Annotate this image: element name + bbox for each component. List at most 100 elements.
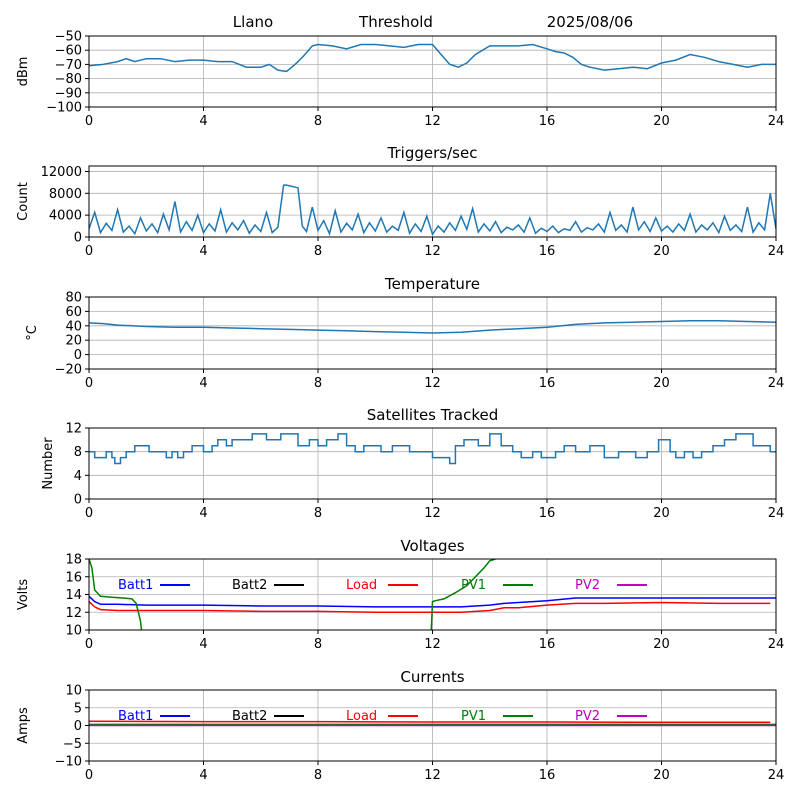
xtick-label: 24 — [768, 768, 785, 783]
ytick-label: −5 — [63, 737, 82, 752]
xtick-label: 0 — [85, 768, 93, 783]
ytick-label: −90 — [55, 86, 82, 101]
xtick-label: 8 — [314, 637, 322, 652]
ytick-label: 4000 — [49, 209, 82, 224]
ytick-label: 12 — [65, 606, 82, 621]
series-line-threshold — [89, 43, 776, 73]
xtick-label: 20 — [653, 768, 670, 783]
panel-title: Currents — [400, 668, 464, 686]
series-line-triggers — [89, 184, 776, 237]
ytick-label: −50 — [55, 30, 82, 45]
xtick-label: 24 — [768, 506, 785, 521]
xtick-label: 12 — [424, 244, 441, 259]
ytick-label: 18 — [65, 553, 82, 568]
xtick-label: 24 — [768, 244, 785, 259]
ytick-label: 5 — [74, 701, 82, 716]
ytick-label: −100 — [46, 101, 82, 116]
panel-voltages: 0 4 8 12 16 20 24 10 12 14 16 18 Volts Voltages Batt1 B… — [16, 537, 784, 652]
ytick-label: 14 — [65, 588, 82, 603]
xtick-label: 16 — [539, 376, 556, 391]
xtick-label: 8 — [314, 506, 322, 521]
xtick-label: 8 — [314, 114, 322, 129]
axis-ylabel: °C — [25, 325, 40, 341]
ytick-label: 0 — [74, 719, 82, 734]
xtick-label: 0 — [85, 637, 93, 652]
header-station: Llano — [233, 13, 273, 31]
legend-label-pv2: PV2 — [575, 709, 600, 724]
ytick-label: 10 — [65, 684, 82, 699]
panel-currents: 0 4 8 12 16 20 24 −10 −5 0 5 10 Amps Currents Batt1 Bat… — [16, 668, 784, 783]
ytick-label: 8 — [74, 445, 82, 460]
xtick-label: 16 — [539, 244, 556, 259]
xtick-label: 8 — [314, 768, 322, 783]
xtick-label: 20 — [653, 114, 670, 129]
xtick-label: 24 — [768, 637, 785, 652]
xtick-label: 16 — [539, 768, 556, 783]
legend-label-pv1: PV1 — [461, 578, 486, 593]
xtick-label: 24 — [768, 376, 785, 391]
series-line-batt1 — [89, 595, 776, 608]
ytick-label: 40 — [65, 319, 82, 334]
ytick-label: 20 — [65, 334, 82, 349]
ytick-label: 0 — [74, 493, 82, 508]
xtick-label: 20 — [653, 376, 670, 391]
xtick-label: 12 — [424, 637, 441, 652]
ytick-label: 12000 — [41, 165, 82, 180]
axis-ylabel: Count — [16, 182, 31, 221]
xtick-label: 16 — [539, 114, 556, 129]
xtick-label: 0 — [85, 244, 93, 259]
header-date: 2025/08/06 — [547, 13, 633, 31]
xtick-label: 0 — [85, 506, 93, 521]
xtick-label: 4 — [199, 506, 207, 521]
panel-title: Voltages — [400, 537, 464, 555]
axis-ylabel: Amps — [16, 707, 31, 744]
legend-label-load: Load — [346, 709, 377, 724]
xtick-label: 20 — [653, 637, 670, 652]
axis-ylabel: Number — [41, 437, 56, 490]
ytick-label: 12 — [65, 422, 82, 437]
panel-triggers: 0 4 8 12 16 20 24 0 4000 8000 12000 Count Triggers/s… — [16, 144, 784, 259]
xtick-label: 4 — [199, 114, 207, 129]
axis-ylabel: dBm — [16, 57, 31, 87]
xtick-label: 8 — [314, 244, 322, 259]
xtick-label: 12 — [424, 114, 441, 129]
series-line-satellites — [89, 433, 776, 465]
legend-label-pv1: PV1 — [461, 709, 486, 724]
panel-title: Temperature — [384, 275, 480, 293]
xtick-label: 24 — [768, 114, 785, 129]
ytick-label: 16 — [65, 570, 82, 585]
legend-label-pv2: PV2 — [575, 578, 600, 593]
ytick-label: −80 — [55, 72, 82, 87]
panel-threshold: 0 4 8 12 16 20 24 −100−90−80−70−60−50 dBm — [16, 30, 784, 130]
ytick-label: 80 — [65, 291, 82, 306]
xtick-label: 4 — [199, 768, 207, 783]
panel-title: Triggers/sec — [387, 144, 478, 162]
series-line-load — [89, 720, 771, 724]
ytick-label: 0 — [74, 348, 82, 363]
ytick-label: 0 — [74, 231, 82, 246]
xtick-label: 16 — [539, 637, 556, 652]
ytick-label: 8000 — [49, 187, 82, 202]
ytick-label: 60 — [65, 305, 82, 320]
ytick-label: −10 — [55, 755, 82, 770]
xtick-label: 12 — [424, 506, 441, 521]
legend-label-batt1: Batt1 — [118, 578, 153, 593]
panel-title: Satellites Tracked — [367, 406, 498, 424]
xtick-label: 8 — [314, 376, 322, 391]
ytick-label: −20 — [55, 363, 82, 378]
legend-label-batt2: Batt2 — [232, 709, 267, 724]
legend-label-batt2: Batt2 — [232, 578, 267, 593]
xtick-label: 4 — [199, 244, 207, 259]
xtick-label: 12 — [424, 376, 441, 391]
xtick-label: 20 — [653, 244, 670, 259]
series-line-load — [89, 601, 771, 614]
xtick-label: 12 — [424, 768, 441, 783]
legend-label-load: Load — [346, 578, 377, 593]
panel-satellites: 0 4 8 12 16 20 24 0 4 8 12 Number Satellites Tracked — [41, 406, 784, 521]
axis-ylabel: Volts — [16, 579, 31, 611]
legend-label-batt1: Batt1 — [118, 709, 153, 724]
xtick-label: 16 — [539, 506, 556, 521]
